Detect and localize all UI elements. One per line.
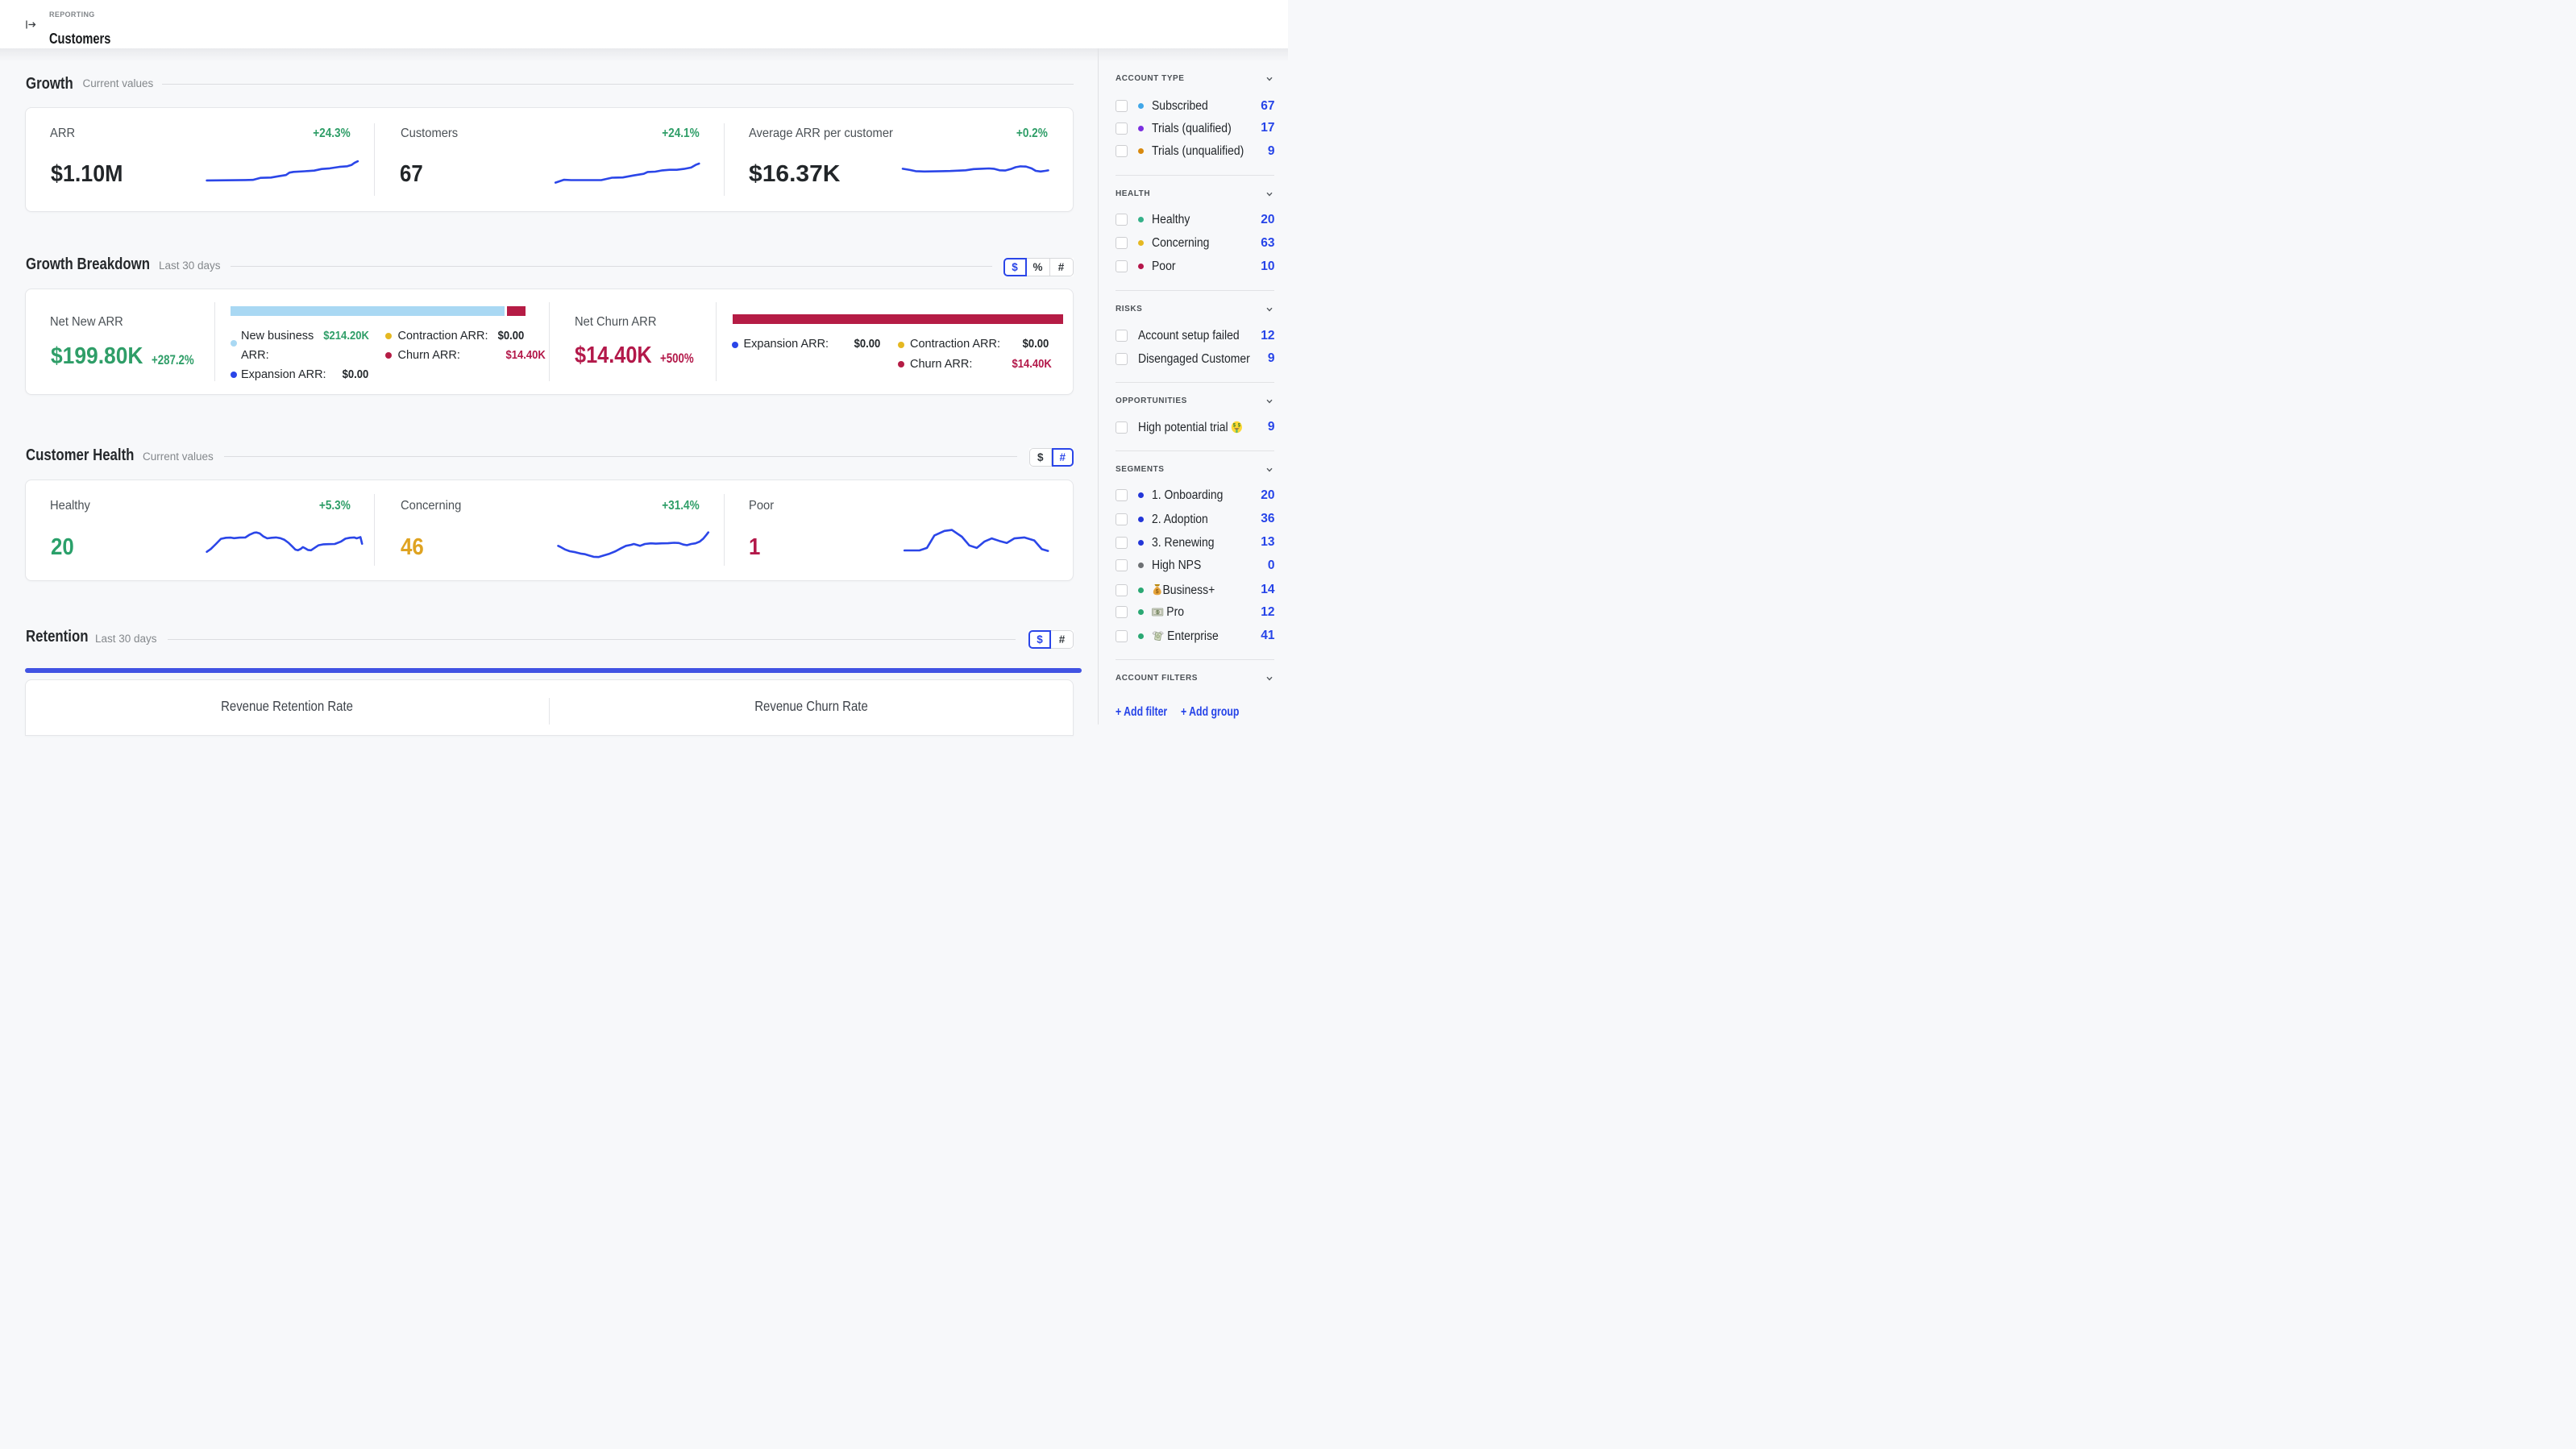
svg-text:$: $ [1238, 422, 1241, 428]
svg-text:$: $ [1156, 587, 1159, 594]
svg-text:$: $ [1157, 610, 1159, 615]
svg-text:$: $ [1233, 422, 1236, 428]
